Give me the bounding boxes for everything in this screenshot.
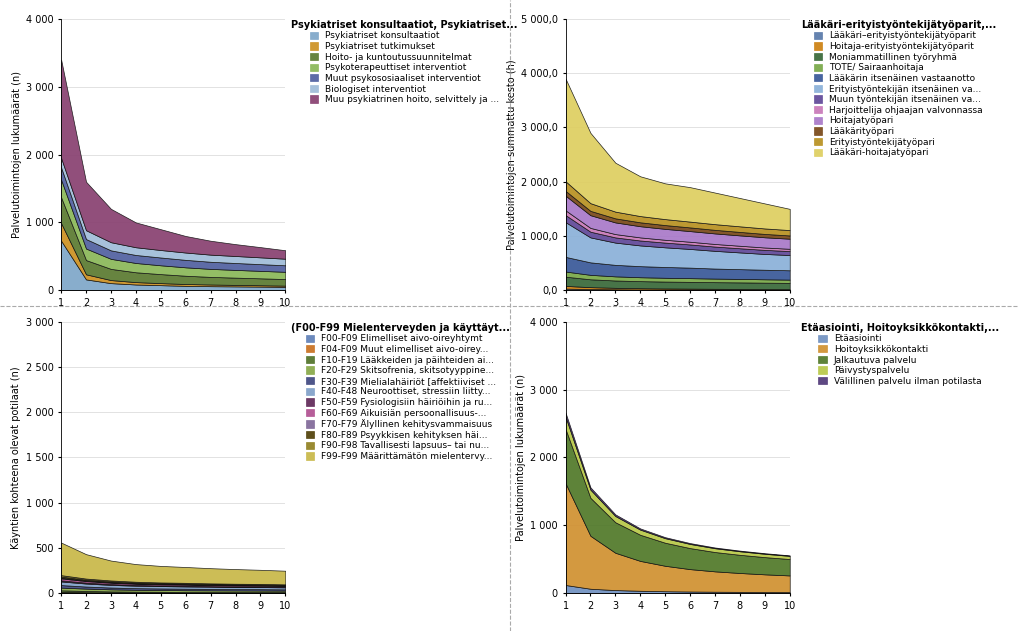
Legend: Lääkäri–erityistyöntekijätyöparit, Hoitaja-erityistyöntekijätyöparit, Moniammati: Lääkäri–erityistyöntekijätyöparit, Hoita… [800, 19, 997, 158]
Y-axis label: Käyntien kohteena olevat potilaat (n): Käyntien kohteena olevat potilaat (n) [11, 366, 21, 549]
Y-axis label: Palvelutoimintojen lukumäärät (n): Palvelutoimintojen lukumäärät (n) [516, 374, 526, 541]
Y-axis label: Palvelutoimintojen summattu kesto (h): Palvelutoimintojen summattu kesto (h) [506, 59, 517, 250]
Legend: Etäasiointi, Hoitoyksikkökontakti, Jalkautuva palvelu, Päivystyspalvelu, Välilli: Etäasiointi, Hoitoyksikkökontakti, Jalka… [800, 322, 1000, 387]
Legend: F00-F09 Elimelliset aivo-oireyhtymt, F04-F09 Muut elimelliset aivo-oirey..., F10: F00-F09 Elimelliset aivo-oireyhtymt, F04… [290, 322, 512, 462]
Y-axis label: Palvelutoimintojen lukumäärät (n): Palvelutoimintojen lukumäärät (n) [11, 71, 21, 238]
Legend: Psykiatriset konsultaatiot, Psykiatriset tutkimukset, Hoito- ja kuntoutussuunnit: Psykiatriset konsultaatiot, Psykiatriset… [290, 19, 519, 105]
